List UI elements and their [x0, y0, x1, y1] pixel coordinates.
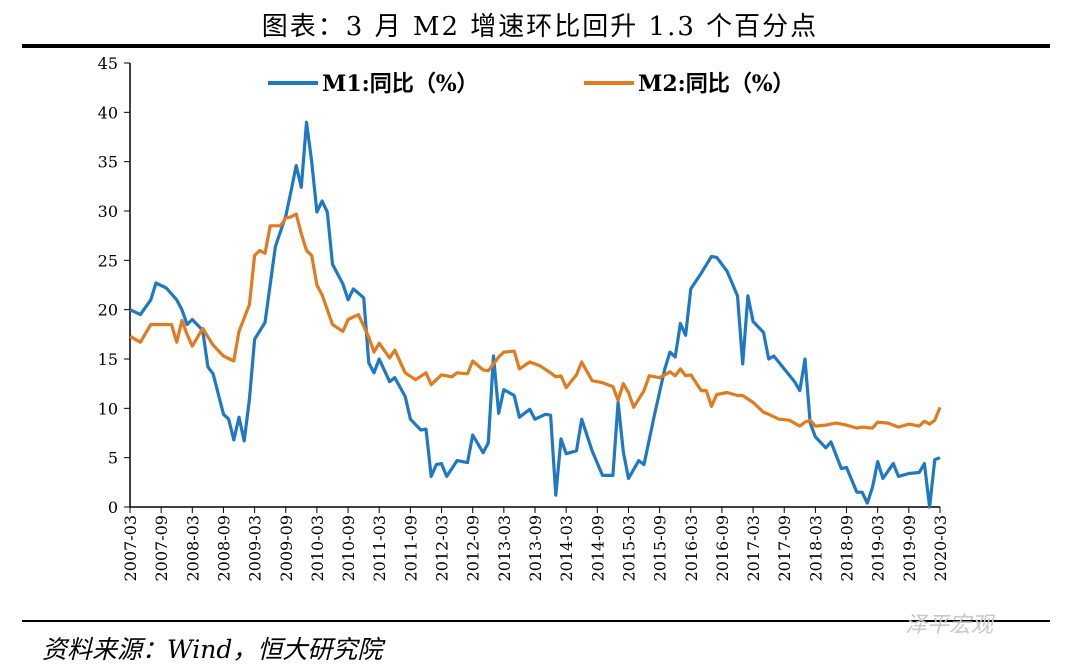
- title-divider: [22, 44, 1050, 48]
- x-tick-label: 2016-09: [713, 515, 732, 581]
- chart-axes: 0 5 10 15 20 25 30 35 40 45 2007-03 2007-09 2008-03 2…: [98, 54, 950, 581]
- y-tick-label: 5: [108, 449, 118, 468]
- x-tick-label: 2012-03: [433, 515, 452, 581]
- x-tick-label: 2016-03: [682, 515, 701, 581]
- y-tick-label: 25: [98, 251, 118, 270]
- x-tick-label: 2015-03: [619, 515, 638, 581]
- x-tick-label: 2013-03: [495, 515, 514, 581]
- x-tick-label: 2020-03: [931, 515, 950, 581]
- source-note: 资料来源：Wind，恒大研究院: [42, 635, 383, 664]
- x-tick-label: 2017-09: [775, 515, 794, 581]
- x-tick-label: 2018-09: [838, 515, 857, 581]
- x-tick-label: 2015-09: [651, 515, 670, 581]
- legend-label-m2: M2:同比（%）: [638, 71, 795, 97]
- series-line-m1: [129, 120, 941, 509]
- footer-divider: [22, 620, 1050, 622]
- x-tick-label: 2009-03: [246, 515, 265, 581]
- x-tick-label: 2007-09: [152, 515, 171, 581]
- x-tick-label: 2014-09: [588, 515, 607, 581]
- y-tick-label: 40: [98, 103, 118, 122]
- y-tick-label: 35: [98, 153, 118, 172]
- x-tick-label: 2010-09: [339, 515, 358, 581]
- x-tick-label: 2007-03: [121, 515, 140, 581]
- y-tick-label: 30: [98, 202, 118, 221]
- y-tick-label: 45: [98, 54, 118, 73]
- x-tick-label: 2019-03: [869, 515, 888, 581]
- chart-series: [129, 120, 942, 509]
- y-tick-label: 10: [98, 399, 118, 418]
- chart-legend: M1:同比（%） M2:同比（%）: [268, 71, 795, 97]
- y-tick-label: 20: [98, 301, 118, 320]
- legend-label-m1: M1:同比（%）: [322, 71, 479, 97]
- x-tick-label: 2012-09: [464, 515, 483, 581]
- line-chart: 0 5 10 15 20 25 30 35 40 45 2007-03 2007-09 2008-03 2…: [98, 54, 950, 581]
- x-tick-label: 2013-09: [526, 515, 545, 581]
- y-tick-label: 0: [108, 498, 118, 517]
- y-tick-label: 15: [98, 350, 118, 369]
- x-tick-label: 2008-09: [214, 515, 233, 581]
- x-tick-label: 2014-03: [557, 515, 576, 581]
- x-tick-label: 2009-09: [277, 515, 296, 581]
- x-tick-label: 2010-03: [308, 515, 327, 581]
- x-tick-label: 2017-03: [744, 515, 763, 581]
- chart-title: 图表：3 月 M2 增速环比回升 1.3 个百分点: [261, 12, 819, 42]
- x-tick-label: 2011-03: [370, 515, 389, 581]
- watermark: 泽平宏观: [905, 613, 994, 638]
- x-tick-label: 2019-09: [900, 515, 919, 581]
- series-line-m2: [129, 212, 942, 430]
- x-tick-label: 2011-09: [401, 515, 420, 581]
- x-tick-label: 2008-03: [183, 515, 202, 581]
- x-tick-label: 2018-03: [806, 515, 825, 581]
